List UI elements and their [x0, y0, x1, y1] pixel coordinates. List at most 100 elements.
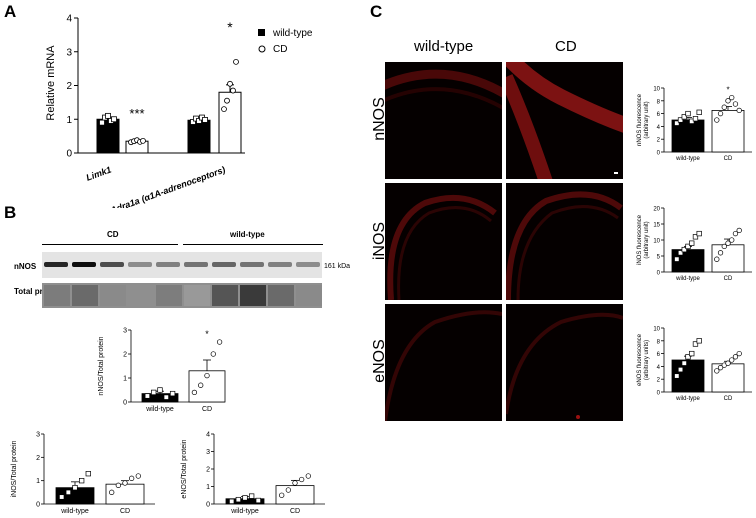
blot-row-total: Total protein [14, 287, 62, 296]
data-point [689, 350, 695, 357]
y-tick-label: 2 [206, 467, 210, 474]
total-protein-lane [100, 285, 126, 306]
data-point [725, 360, 731, 366]
data-point [674, 373, 680, 379]
data-point [732, 230, 739, 237]
data-point [85, 471, 91, 477]
panel-a-point [224, 97, 230, 104]
y-tick-label: 0 [657, 151, 661, 157]
panel-a-ytick-label: 4 [66, 14, 72, 25]
blot-group-cd: CD [107, 230, 119, 239]
data-point [204, 372, 210, 379]
data-point [736, 350, 742, 357]
x-tick-label: CD [120, 508, 130, 515]
y-tick-label: 2 [657, 138, 661, 144]
data-point [685, 354, 691, 360]
legend-wildtype-label: wild-type [272, 28, 313, 39]
panel-a-bar [187, 119, 211, 154]
data-point [128, 475, 135, 481]
x-tick-label: wild-type [60, 508, 89, 515]
blot-band [72, 262, 96, 267]
bar [141, 393, 179, 403]
data-point [714, 256, 720, 262]
data-point [72, 485, 78, 491]
blot-band [212, 262, 236, 267]
x-tick-label: wild-type [675, 276, 700, 282]
panel-a-ytick-label: 2 [66, 81, 72, 92]
panel-a-point [202, 117, 208, 123]
data-point [681, 114, 687, 120]
x-tick-label: CD [290, 508, 300, 515]
total-protein-lane [72, 285, 98, 306]
y-tick-label: 3 [36, 432, 40, 439]
panel-a-ytick-label: 0 [66, 149, 72, 160]
data-point [248, 493, 255, 499]
y-axis-label: iNOS fluorescence(arbitrary unit) [637, 214, 650, 265]
blot-band [156, 262, 180, 267]
panel-a-point [105, 112, 111, 119]
y-tick-label: 6 [657, 112, 661, 118]
y-tick-label: 0 [36, 502, 40, 509]
panel-a-ylabel: Relative mRNA [45, 45, 57, 121]
y-tick-label: 1 [123, 376, 127, 383]
panel-a-point [111, 116, 117, 123]
micrograph-nnos-cd [506, 62, 623, 179]
x-tick-label: CD [724, 276, 733, 282]
data-point [255, 497, 261, 504]
blot-band [268, 262, 292, 267]
y-tick-label: 6 [657, 352, 661, 358]
y-tick-label: 2 [36, 455, 40, 462]
bar [711, 363, 745, 393]
y-tick-label: 3 [206, 449, 210, 456]
data-point [78, 478, 85, 484]
panel-a-point [190, 119, 196, 125]
data-point [157, 387, 163, 393]
y-tick-label: 8 [657, 99, 661, 105]
blot-band [240, 262, 264, 267]
data-point [729, 357, 735, 363]
data-point [692, 116, 699, 122]
data-point [729, 237, 735, 243]
blot-group-wildtype: wild-type [230, 230, 265, 239]
blot-band [100, 262, 124, 267]
panel-a-point [227, 80, 233, 87]
data-point [677, 250, 684, 256]
data-point [285, 487, 291, 493]
data-point [229, 498, 235, 505]
blot-group-wildtype-line [183, 244, 323, 245]
y-tick-label: 1 [206, 484, 210, 491]
data-point [725, 98, 731, 104]
data-point [717, 250, 724, 256]
chart-b-enos: 0 1 2 3 4 eNOS/Total protein wild-type CD [181, 432, 325, 515]
chart-b-nnos: 0 1 2 3 nNOS/Total protein wild-type CD * [98, 328, 226, 413]
significance-label: * [726, 86, 729, 95]
data-point [198, 382, 204, 388]
data-point [736, 227, 742, 234]
panel-a-point [99, 119, 105, 126]
y-tick-label: 10 [653, 239, 660, 245]
data-point [717, 365, 724, 371]
data-point [717, 110, 724, 117]
y-axis-label: eNOS/Total protein [181, 439, 188, 498]
y-tick-label: 4 [657, 365, 661, 371]
total-protein-lane [212, 285, 238, 306]
y-axis-label: eNOS fluorescence(arbitrary units) [637, 333, 650, 386]
y-axis-label-line: nNOS fluorescence [637, 93, 643, 146]
panel-a-chart: 0 1 2 3 4 Relative mRNA Limk1 Adra1a (α1A-ad… [45, 14, 313, 209]
chart-b-inos: 0 1 2 3 iNOS/Total protein wild-type CD [11, 432, 155, 515]
y-tick-label: 0 [206, 502, 210, 509]
total-protein-lane [128, 285, 154, 306]
y-tick-label: 10 [653, 87, 660, 93]
y-axis-label: nNOS fluorescence(arbitrary unit) [637, 93, 650, 146]
data-point [692, 234, 699, 240]
data-point [732, 101, 739, 107]
data-point [65, 489, 72, 495]
data-point [714, 368, 720, 374]
panel-a-bar [218, 91, 242, 154]
y-tick-label: 5 [657, 255, 661, 261]
total-protein-lane [268, 285, 294, 306]
total-protein-lane [156, 285, 182, 306]
panel-a-point [233, 58, 239, 65]
